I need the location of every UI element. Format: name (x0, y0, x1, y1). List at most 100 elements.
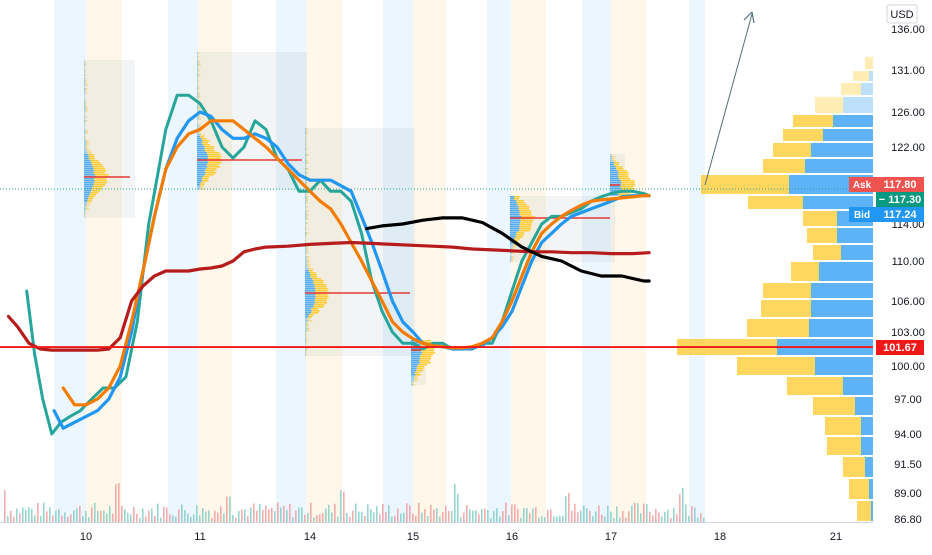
volume-bar (55, 511, 57, 522)
volume-bar (247, 516, 249, 522)
profile-bar-yellow (305, 240, 306, 242)
volume-bar (574, 504, 576, 522)
volume-bar (166, 507, 168, 522)
volume-bar (580, 511, 582, 522)
profile-bar-blue (411, 360, 419, 362)
profile-bar-blue (84, 90, 85, 92)
profile-bar-yellow (621, 184, 635, 186)
volume-bar (223, 514, 225, 522)
profile-bar-yellow (310, 274, 317, 276)
profile-bar-yellow (312, 278, 321, 280)
volume-bar (649, 512, 651, 522)
profile-bar-blue (84, 202, 87, 204)
session-volume-profiles (84, 52, 635, 386)
volume-bar (331, 512, 333, 522)
profile-bar-yellow (618, 172, 628, 174)
volume-bar (472, 511, 474, 522)
projection-arrow-line (705, 14, 752, 185)
profile-bar-yellow (314, 304, 325, 306)
profile-bar-blue (84, 132, 86, 134)
profile-bar-yellow (420, 358, 431, 360)
profile-bar-yellow (519, 208, 529, 210)
profile-bar-yellow (85, 80, 87, 82)
x-tick-label: 16 (506, 531, 518, 543)
volume-bar (352, 511, 354, 522)
profile-bar-yellow (307, 210, 309, 212)
profile-bar-blue (510, 220, 520, 222)
profile-bar-yellow (85, 116, 86, 118)
profile-bar-yellow (85, 98, 86, 100)
profile-bar-yellow (520, 220, 533, 222)
profile-bar-blue (305, 226, 306, 228)
profile-bar-blue (84, 184, 94, 186)
profile-bar-blue (305, 214, 307, 216)
profile-bar-yellow (306, 334, 307, 336)
profile-bar-blue (305, 318, 307, 320)
volume-bar (544, 517, 546, 522)
profile-bar-yellow (520, 214, 532, 216)
volume-bar (157, 504, 159, 522)
volume-bar (514, 504, 516, 522)
y-tick-label: 91.50 (894, 459, 922, 471)
volume-bar (607, 506, 609, 522)
volume-bar (637, 503, 639, 522)
profile-bar-yellow (305, 204, 306, 206)
profile-bar-yellow (306, 338, 307, 340)
profile-bar-yellow (611, 154, 612, 156)
profile-bar-yellow (315, 294, 327, 296)
profile-bar-blue (305, 264, 307, 266)
profile-bar-yellow (512, 258, 514, 260)
profile-bar-blue (84, 180, 95, 182)
profile-bar-yellow (84, 126, 85, 128)
vrvp-bar-bid (843, 377, 873, 395)
profile-bar-yellow (85, 70, 86, 72)
profile-bar-blue (305, 222, 306, 224)
profile-bar-blue (197, 186, 200, 188)
profile-bar-blue (305, 232, 307, 234)
profile-bar-yellow (306, 248, 308, 250)
profile-bar-blue (510, 208, 519, 210)
profile-bar-blue (510, 198, 514, 200)
profile-bar-blue (84, 102, 85, 104)
volume-bar (82, 516, 84, 522)
profile-bar-yellow (414, 378, 418, 380)
profile-bar-yellow (307, 322, 309, 324)
profile-bar-blue (84, 62, 85, 64)
profile-bar-blue (305, 148, 306, 150)
vrvp-bar-bid (869, 479, 873, 499)
volume-bar (271, 508, 273, 522)
x-tick-label: 14 (304, 531, 316, 543)
profile-bar-yellow (306, 160, 307, 162)
volume-bar (565, 496, 567, 522)
profile-bar-yellow (306, 354, 307, 356)
profile-bar-yellow (513, 246, 516, 248)
volume-bar (592, 516, 594, 522)
volume-bar (151, 509, 153, 522)
profile-bar-blue (610, 174, 618, 176)
profile-bar-yellow (84, 68, 85, 70)
profile-bar-blue (197, 96, 199, 98)
profile-bar-yellow (199, 62, 201, 64)
volume-bar (493, 511, 495, 522)
volume-bar (16, 509, 18, 522)
volume-bar (340, 490, 342, 522)
time-axis-bg (0, 523, 932, 550)
profile-bar-blue (411, 382, 412, 384)
profile-bar-blue (305, 256, 307, 258)
profile-bar-blue (84, 156, 89, 158)
volume-bar (571, 511, 573, 522)
y-tick-label: 110.00 (892, 256, 925, 268)
volume-bar (583, 505, 585, 522)
volume-bar (439, 517, 441, 522)
volume-bar (697, 518, 699, 522)
profile-bar-yellow (307, 330, 309, 332)
profile-bar-yellow (420, 356, 431, 358)
profile-bar-blue (305, 168, 307, 170)
profile-bar-yellow (307, 218, 309, 220)
volume-bar (538, 518, 540, 522)
volume-bar (46, 511, 48, 522)
volume-bar (367, 504, 369, 522)
profile-bar-yellow (307, 260, 310, 262)
